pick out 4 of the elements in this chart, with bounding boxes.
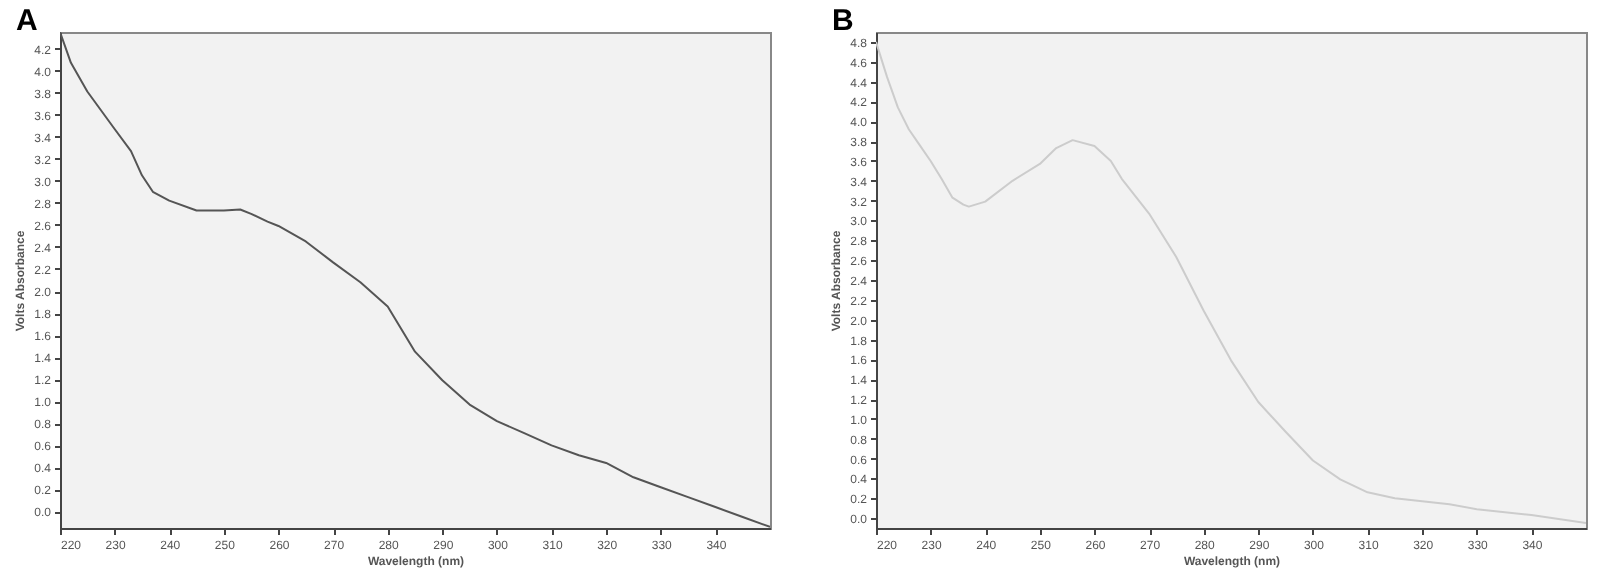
- chart-title: A: [16, 4, 38, 38]
- line-series: [876, 40, 1586, 525]
- chart-title: B: [832, 4, 854, 38]
- line-series: [60, 32, 770, 528]
